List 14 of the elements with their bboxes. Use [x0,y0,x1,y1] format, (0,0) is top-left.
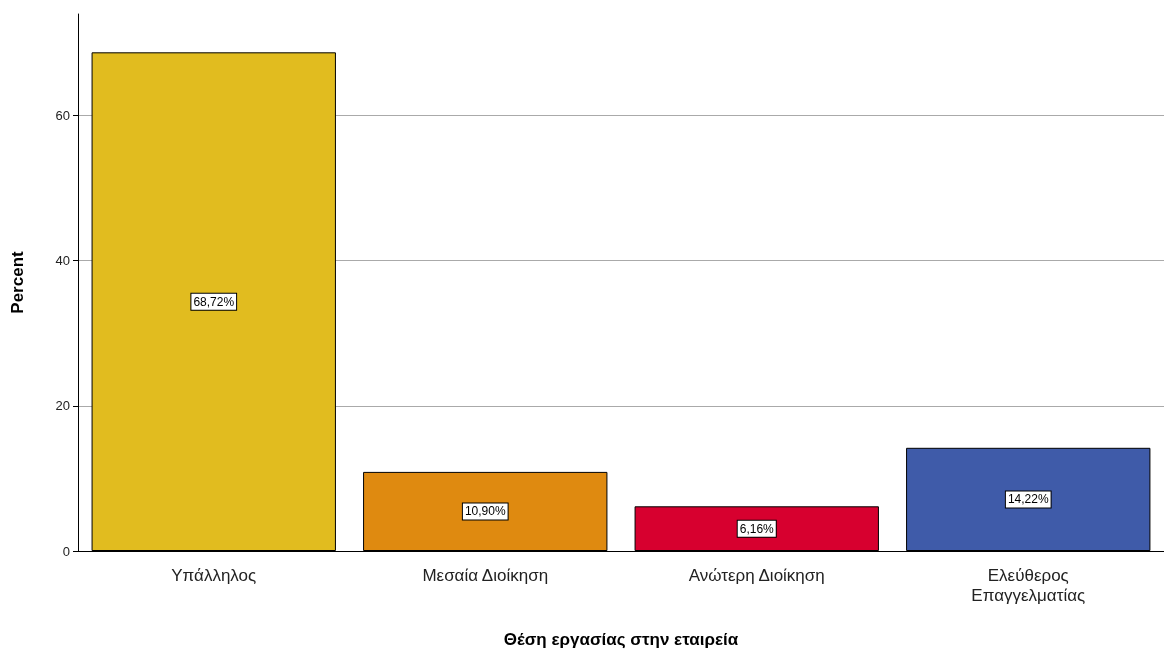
y-tick-label: 0 [62,543,70,559]
x-tick-label: Υπάλληλος [171,565,257,585]
y-axis-title: Percent [8,250,27,314]
data-label: 6,16% [739,521,775,536]
data-label: 10,90% [464,504,506,519]
x-axis-title: Θέση εργασίας στην εταιρεία [503,630,739,649]
data-label: 14,22% [1007,492,1049,507]
y-tick-label: 40 [55,253,70,269]
x-tick-label: Μεσαία Διοίκηση [422,565,549,585]
y-tick-label: 20 [55,398,70,414]
x-tick-label: Ελεύθερος Επαγγελματίας [971,565,1086,605]
x-tick-label: Ανώτερη Διοίκηση [688,565,825,585]
data-label: 68,72% [193,294,235,309]
y-tick-label: 60 [55,108,70,124]
